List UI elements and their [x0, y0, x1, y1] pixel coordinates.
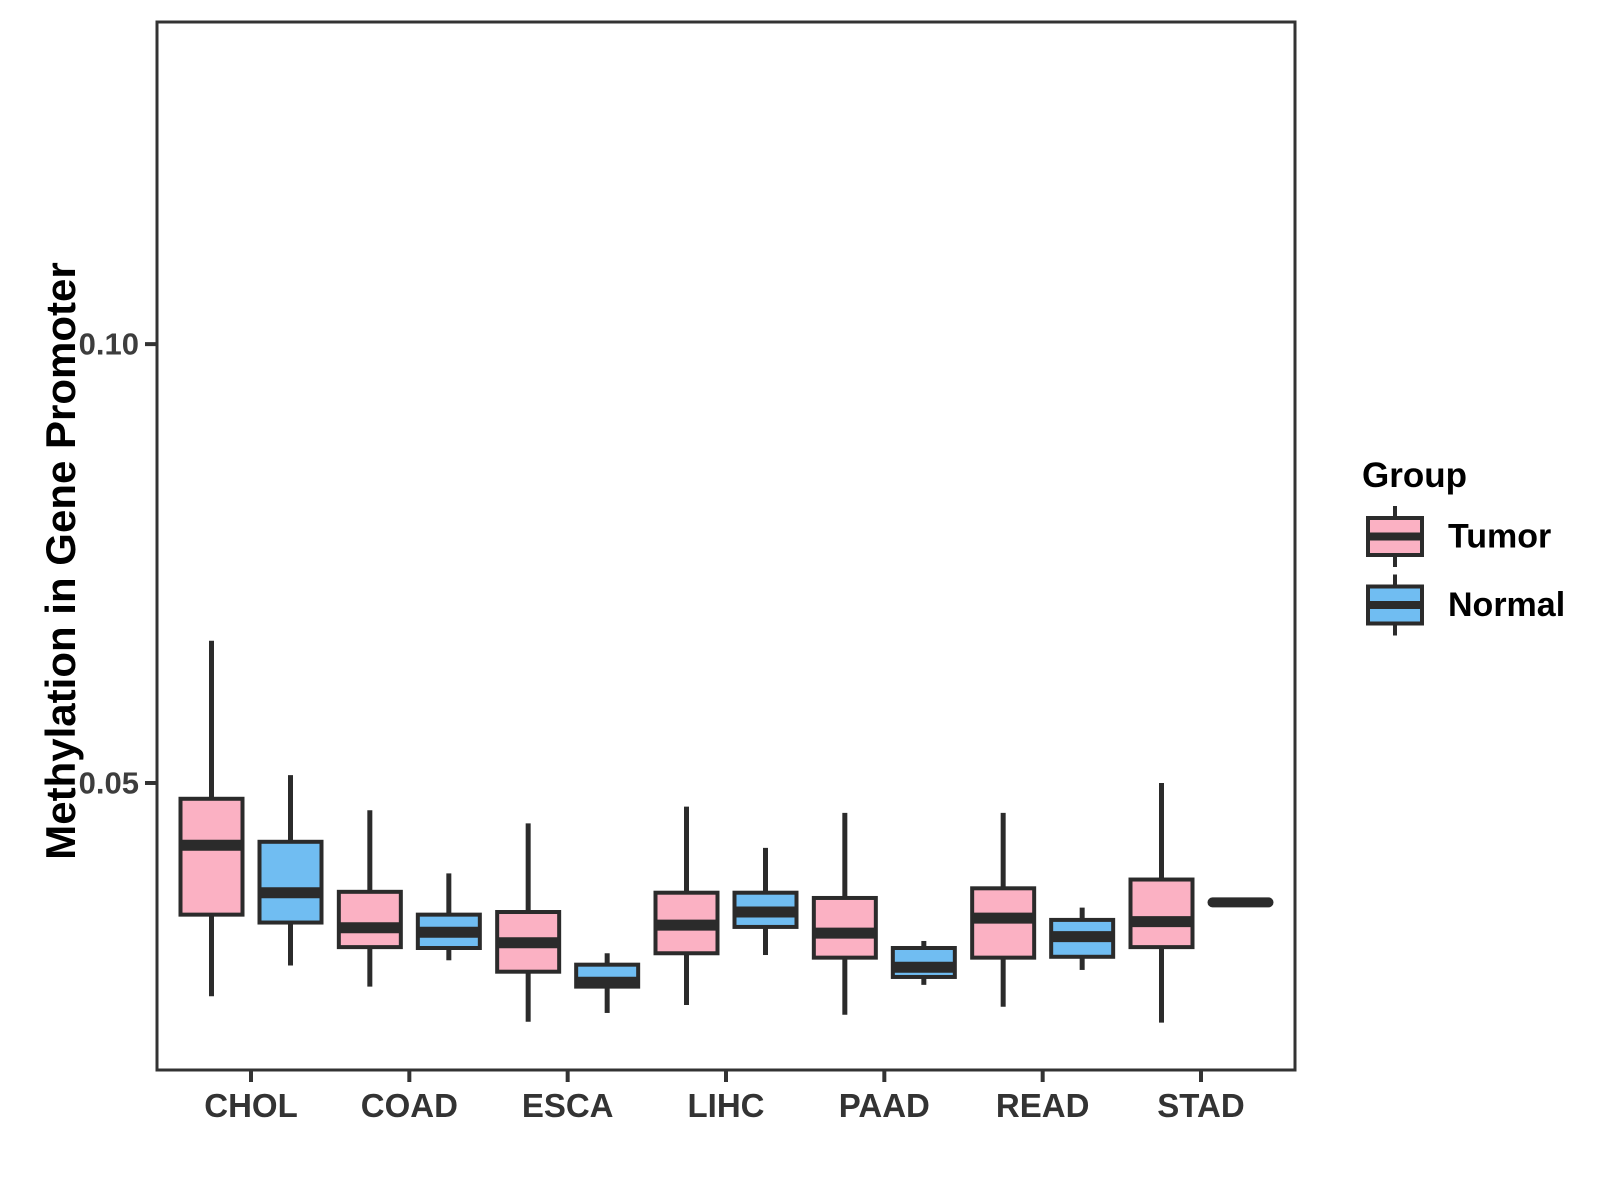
y-tick-label-0.10: 0.10 [79, 327, 139, 362]
single-value-dash-Normal-STAD [1207, 897, 1274, 908]
box-Normal-CHOL [257, 839, 324, 925]
y-tick-label-0.05: 0.05 [79, 765, 139, 800]
x-tick-label-READ: READ [996, 1087, 1090, 1124]
box-Tumor-CHOL [178, 796, 245, 917]
panel-border [155, 20, 1297, 1072]
x-tick-label-STAD: STAD [1157, 1087, 1244, 1124]
box-Tumor-COAD [336, 889, 403, 950]
legend-label-tumor: Tumor [1448, 518, 1551, 556]
legend-label-normal: Normal [1448, 586, 1565, 624]
legend-title: Group [1362, 456, 1467, 495]
x-tick-label-PAAD: PAAD [839, 1087, 930, 1124]
x-tick-label-ESCA: ESCA [522, 1087, 614, 1124]
y-axis-title: Methylation in Gene Promoter [37, 262, 84, 859]
x-tick-label-CHOL: CHOL [204, 1087, 298, 1124]
x-tick-label-LIHC: LIHC [688, 1087, 765, 1124]
box-Tumor-STAD [1128, 877, 1195, 950]
x-tick-label-COAD: COAD [361, 1087, 458, 1124]
